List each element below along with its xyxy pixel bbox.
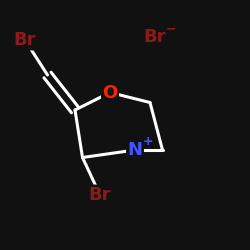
Text: −: −	[165, 22, 176, 35]
Text: O: O	[102, 84, 118, 102]
Text: Br: Br	[14, 31, 36, 49]
Text: Br: Br	[89, 186, 111, 204]
Text: +: +	[142, 135, 153, 148]
Text: N: N	[128, 141, 142, 159]
Text: Br: Br	[144, 28, 166, 46]
